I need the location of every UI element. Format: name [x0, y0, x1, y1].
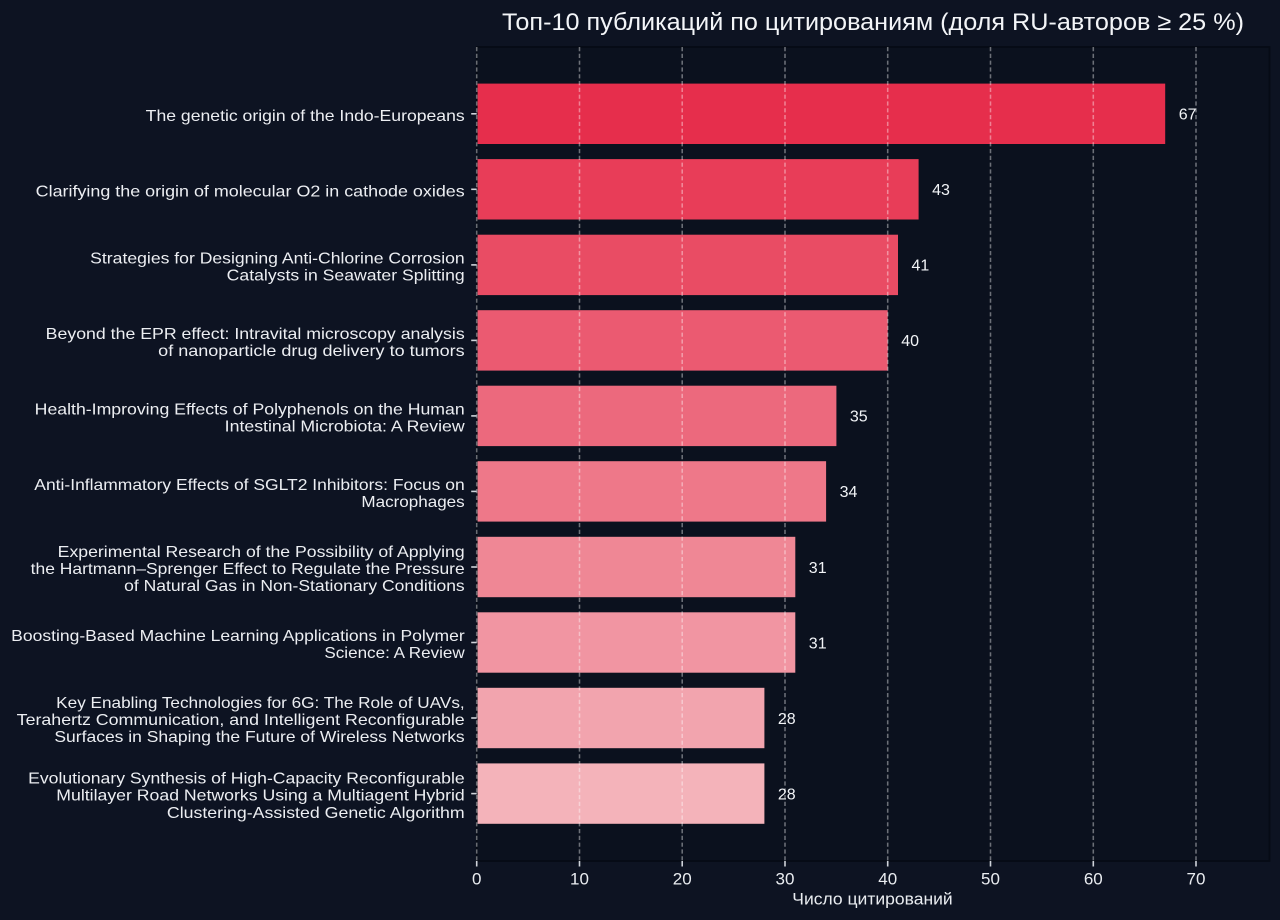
svg-text:Macrophages: Macrophages [361, 494, 464, 511]
svg-text:Evolutionary Synthesis of High: Evolutionary Synthesis of High-Capacity … [28, 770, 465, 787]
svg-text:Clarifying the origin of molec: Clarifying the origin of molecular O2 in… [36, 183, 465, 200]
svg-text:Science: A Review: Science: A Review [324, 645, 465, 662]
svg-text:50: 50 [981, 870, 1000, 889]
svg-text:Surfaces in Shaping the Future: Surfaces in Shaping the Future of Wirele… [54, 729, 464, 746]
svg-text:34: 34 [840, 484, 858, 501]
svg-text:31: 31 [809, 560, 827, 577]
svg-text:Key Enabling Technologies for: Key Enabling Technologies for 6G: The Ro… [56, 695, 465, 712]
svg-text:Catalysts in Seawater Splittin: Catalysts in Seawater Splitting [227, 268, 465, 285]
svg-text:Strategies for Designing Anti-: Strategies for Designing Anti-Chlorine C… [90, 250, 465, 267]
svg-text:Clustering-Assisted Genetic Al: Clustering-Assisted Genetic Algorithm [167, 805, 465, 822]
svg-text:41: 41 [912, 258, 930, 275]
svg-text:30: 30 [776, 870, 795, 889]
svg-text:60: 60 [1084, 870, 1103, 889]
svg-text:43: 43 [932, 182, 950, 199]
svg-text:67: 67 [1179, 107, 1197, 124]
svg-text:Health-Improving Effects of Po: Health-Improving Effects of Polyphenols … [35, 401, 465, 418]
svg-text:0: 0 [472, 870, 481, 889]
svg-text:28: 28 [778, 786, 796, 803]
svg-text:Число цитирований: Число цитирований [792, 890, 952, 909]
svg-text:40: 40 [878, 870, 897, 889]
svg-text:Intestinal Microbiota: A Revie: Intestinal Microbiota: A Review [225, 419, 465, 436]
svg-text:The genetic origin of the Indo: The genetic origin of the Indo-Europeans [146, 108, 465, 125]
svg-text:Multilayer Road Networks Using: Multilayer Road Networks Using a Multiag… [56, 788, 464, 805]
svg-text:10: 10 [570, 870, 589, 889]
svg-text:Terahertz Communication, and I: Terahertz Communication, and Intelligent… [17, 712, 465, 729]
svg-text:Anti-Inflammatory Effects of S: Anti-Inflammatory Effects of SGLT2 Inhib… [34, 477, 464, 494]
svg-text:20: 20 [673, 870, 692, 889]
svg-text:Boosting-Based Machine Learnin: Boosting-Based Machine Learning Applicat… [11, 628, 465, 645]
svg-text:Beyond the EPR effect: Intravi: Beyond the EPR effect: Intravital micros… [46, 326, 465, 343]
svg-text:of Natural Gas in Non-Stationa: of Natural Gas in Non-Stationary Conditi… [124, 578, 465, 595]
svg-text:70: 70 [1187, 870, 1206, 889]
svg-text:35: 35 [850, 409, 868, 426]
svg-text:Топ-10 публикаций по цитирован: Топ-10 публикаций по цитированиям (доля … [502, 9, 1244, 36]
svg-text:31: 31 [809, 635, 827, 652]
svg-text:the Hartmann–Sprenger Effect t: the Hartmann–Sprenger Effect to Regulate… [31, 561, 465, 578]
svg-text:of nanoparticle drug delivery: of nanoparticle drug delivery to tumors [158, 343, 465, 360]
svg-text:40: 40 [901, 333, 919, 350]
svg-text:Experimental Research of the P: Experimental Research of the Possibility… [58, 544, 465, 561]
svg-text:28: 28 [778, 711, 796, 728]
